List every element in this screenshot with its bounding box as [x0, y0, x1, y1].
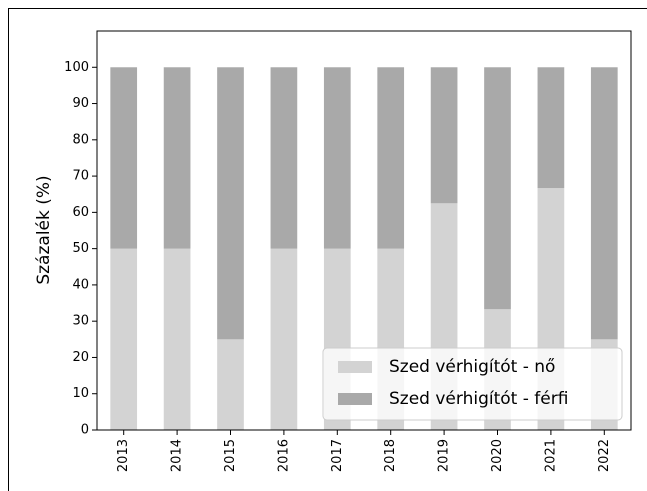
bar-segment	[270, 67, 298, 249]
y-tick-label: 40	[72, 277, 89, 292]
bar-segment	[537, 67, 565, 189]
legend-box	[322, 347, 623, 421]
y-tick-label: 10	[72, 386, 89, 401]
bar-segment	[377, 67, 405, 249]
x-tick-label: 2021	[543, 439, 558, 472]
x-tick-label: 2018	[383, 439, 398, 472]
y-tick-label: 60	[72, 205, 89, 220]
bar-segment	[163, 248, 191, 430]
bar-segment	[217, 339, 244, 430]
x-tick-label: 2017	[330, 439, 345, 472]
y-tick-label: 0	[81, 423, 89, 438]
bar-segment	[110, 67, 138, 249]
x-tick-label: 2019	[437, 439, 452, 472]
x-tick-label: 2014	[170, 439, 185, 472]
y-tick-label: 90	[72, 96, 89, 111]
legend-swatch	[338, 393, 372, 405]
bar-segment	[323, 67, 351, 249]
y-tick-label: 50	[72, 241, 89, 256]
bar-segment	[590, 67, 618, 340]
bar-segment	[484, 67, 511, 310]
bar-segment	[217, 67, 244, 340]
y-tick-label: 100	[64, 60, 89, 75]
x-tick-label: 2015	[223, 439, 238, 472]
bar-segment	[270, 248, 298, 430]
plot-frame	[96, 30, 632, 431]
y-axis-label: Százalék (%)	[34, 175, 54, 284]
y-tick-label: 30	[72, 314, 89, 329]
y-tick-label: 70	[72, 169, 89, 184]
x-tick-label: 2020	[490, 439, 505, 472]
bar-segment	[430, 67, 458, 204]
x-tick-label: 2022	[597, 439, 612, 472]
x-tick-label: 2016	[276, 439, 291, 472]
bar-segment	[163, 67, 191, 249]
legend-swatch	[338, 361, 372, 373]
legend-label: Szed vérhigítót - férfi	[389, 389, 568, 409]
bar-segment	[110, 248, 138, 430]
y-tick-label: 80	[72, 132, 89, 147]
x-tick-label: 2013	[116, 439, 131, 472]
y-tick-label: 20	[72, 350, 89, 365]
legend-label: Szed vérhigítót - nő	[389, 357, 555, 377]
